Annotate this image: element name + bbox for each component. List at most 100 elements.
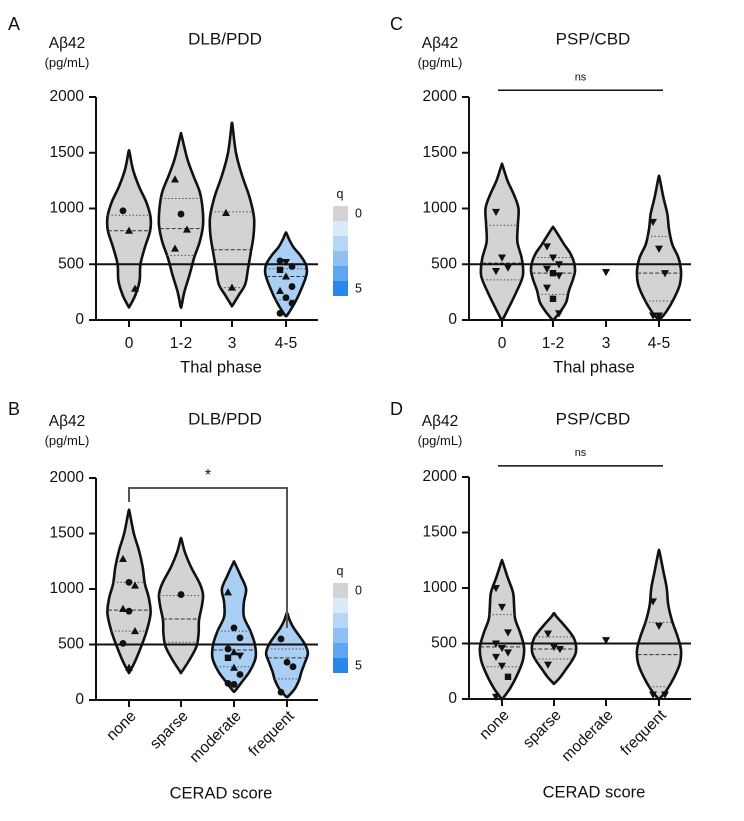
data-point xyxy=(222,208,230,216)
panel-label: A xyxy=(8,14,20,34)
data-point xyxy=(119,639,127,647)
y-axis-unit: (pg/mL) xyxy=(45,55,90,70)
data-point xyxy=(649,598,657,606)
y-tick-label: 0 xyxy=(75,691,84,708)
data-point xyxy=(125,663,133,671)
data-point xyxy=(492,208,500,217)
legend-swatch xyxy=(333,628,348,643)
data-point xyxy=(277,688,285,696)
violin-body xyxy=(479,162,525,323)
legend-label-high: 5 xyxy=(355,281,362,295)
data-point xyxy=(282,272,290,280)
q-color-legend: q0 5 xyxy=(333,564,362,673)
data-point xyxy=(549,254,557,262)
data-point xyxy=(125,578,133,586)
data-point xyxy=(498,603,506,612)
data-point xyxy=(282,259,290,267)
data-point xyxy=(236,671,244,678)
y-axis-label: Aβ42 xyxy=(49,35,86,52)
significance-label: ns xyxy=(575,71,587,83)
data-point xyxy=(544,661,552,669)
x-tick-label: none xyxy=(103,708,139,744)
data-point xyxy=(543,284,551,292)
x-axis-label: CERAD score xyxy=(543,783,646,801)
data-point xyxy=(288,283,296,290)
legend-swatch xyxy=(333,281,348,296)
data-point xyxy=(504,264,512,272)
data-point xyxy=(549,269,557,277)
x-tick-label: none xyxy=(476,707,512,743)
violin-body xyxy=(157,536,205,675)
data-point xyxy=(550,643,558,652)
data-point xyxy=(183,225,191,233)
legend-title: q xyxy=(337,187,344,201)
y-tick-label: 1500 xyxy=(423,524,458,541)
panel-label: B xyxy=(8,399,20,419)
x-axis-label: Thal phase xyxy=(553,358,635,376)
data-point xyxy=(230,624,238,632)
data-point xyxy=(492,653,500,662)
data-point xyxy=(649,691,657,699)
violin-body xyxy=(157,131,205,309)
data-point xyxy=(224,588,232,596)
data-point xyxy=(119,207,127,215)
data-point xyxy=(224,654,232,662)
data-point xyxy=(498,254,506,262)
data-point xyxy=(283,658,291,666)
data-point xyxy=(131,284,139,292)
y-tick-label: 1500 xyxy=(423,144,458,161)
legend-swatch xyxy=(333,658,348,673)
q-color-legend: q0 5 xyxy=(333,187,362,296)
panel-title: PSP/CBD xyxy=(556,409,631,428)
legend-label-low: 0 xyxy=(355,583,362,597)
x-tick-label: frequent xyxy=(617,706,670,759)
data-point xyxy=(282,294,290,302)
violin-body xyxy=(478,558,526,702)
legend-swatch xyxy=(333,598,348,613)
significance-label: ns xyxy=(575,447,587,459)
data-point xyxy=(661,691,669,699)
data-point xyxy=(288,299,296,307)
legend-swatch xyxy=(333,613,348,628)
violin-body xyxy=(208,121,256,308)
y-tick-label: 500 xyxy=(431,255,457,272)
data-point xyxy=(543,265,551,273)
data-point xyxy=(661,270,669,278)
y-tick-label: 500 xyxy=(58,255,84,272)
y-tick-label: 2000 xyxy=(423,88,458,105)
y-tick-label: 1000 xyxy=(423,200,458,217)
x-tick-label: sparse xyxy=(147,708,192,753)
data-point xyxy=(230,663,238,671)
y-axis-label: Aβ42 xyxy=(422,35,459,52)
x-tick-label: 4-5 xyxy=(275,335,297,352)
data-point xyxy=(177,210,185,218)
data-point xyxy=(655,312,663,320)
x-tick-label: 3 xyxy=(228,335,237,352)
data-point xyxy=(276,257,284,265)
data-point xyxy=(125,226,133,234)
data-point xyxy=(556,646,564,654)
x-tick-label: 4-5 xyxy=(648,335,670,352)
y-tick-label: 1000 xyxy=(50,200,85,217)
data-point xyxy=(236,652,244,660)
data-point xyxy=(125,607,133,615)
data-point xyxy=(549,295,557,303)
data-point xyxy=(276,286,284,295)
data-point xyxy=(171,244,179,252)
y-tick-label: 2000 xyxy=(423,468,458,485)
data-point xyxy=(492,640,500,648)
data-point xyxy=(649,312,657,320)
panel-a: A DLB/PDD Aβ42 (pg/mL) 0 500 1000 1500 2000 0 1-2 3… xyxy=(8,14,362,377)
y-tick-label: 500 xyxy=(431,635,457,652)
data-point xyxy=(276,266,284,274)
data-point xyxy=(228,283,236,291)
data-point xyxy=(131,581,139,589)
data-point xyxy=(119,604,127,612)
data-point xyxy=(504,649,512,657)
data-point xyxy=(602,637,610,645)
y-tick-label: 1000 xyxy=(423,579,458,596)
x-tick-label: 3 xyxy=(602,335,611,352)
data-point xyxy=(543,243,551,251)
legend-swatch xyxy=(333,236,348,251)
